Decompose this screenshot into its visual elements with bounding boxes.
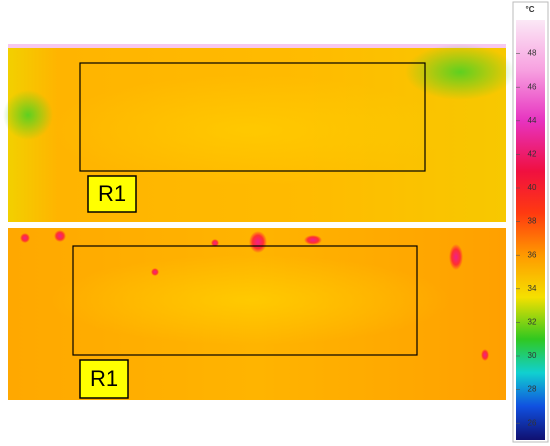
top-thermal-panel: R1 bbox=[3, 44, 515, 222]
colorbar-tick-label: 46 bbox=[528, 82, 537, 91]
cool-zone bbox=[405, 44, 515, 100]
warm-zone bbox=[50, 255, 450, 345]
bottom-thermal-panel: R1 bbox=[8, 228, 506, 400]
edge bbox=[8, 44, 506, 48]
hot-spot bbox=[20, 233, 30, 243]
colorbar-tick-label: 42 bbox=[528, 150, 537, 159]
colorbar-tick-label: 44 bbox=[528, 116, 537, 125]
hot-spot bbox=[304, 235, 322, 245]
hot-spot bbox=[481, 349, 489, 361]
roi-label-box bbox=[79, 359, 129, 399]
hot-spot bbox=[211, 239, 219, 247]
colorbar-tick-label: 36 bbox=[528, 250, 537, 259]
colorbar-tick-label: 38 bbox=[528, 217, 537, 226]
colorbar-tick-label: 30 bbox=[528, 351, 537, 360]
hot-spot bbox=[449, 244, 463, 270]
cool-zone bbox=[3, 90, 53, 140]
warm-zone bbox=[50, 75, 450, 185]
colorbar-tick-label: 40 bbox=[528, 183, 537, 192]
colorbar-gradient bbox=[516, 20, 545, 440]
hot-spot bbox=[151, 268, 159, 276]
colorbar-tick-label: 26 bbox=[528, 418, 537, 427]
colorbar-tick-label: 34 bbox=[528, 284, 537, 293]
roi-rect bbox=[79, 62, 426, 172]
roi-label: R1 bbox=[90, 366, 118, 391]
colorbar-tick-label: 28 bbox=[528, 385, 537, 394]
roi-rect bbox=[72, 245, 418, 356]
roi-label: R1 bbox=[98, 181, 126, 206]
colorbar-tick-label: 32 bbox=[528, 318, 537, 327]
colorbar-tick-label: 48 bbox=[528, 49, 537, 58]
roi-label-box bbox=[87, 175, 137, 213]
colorbar: °C 26 28 30 32 34 36 38 40 42 44 46 48 bbox=[512, 1, 549, 443]
hot-spot bbox=[249, 231, 267, 253]
hot-spot bbox=[54, 230, 66, 242]
colorbar-unit: °C bbox=[526, 5, 535, 14]
